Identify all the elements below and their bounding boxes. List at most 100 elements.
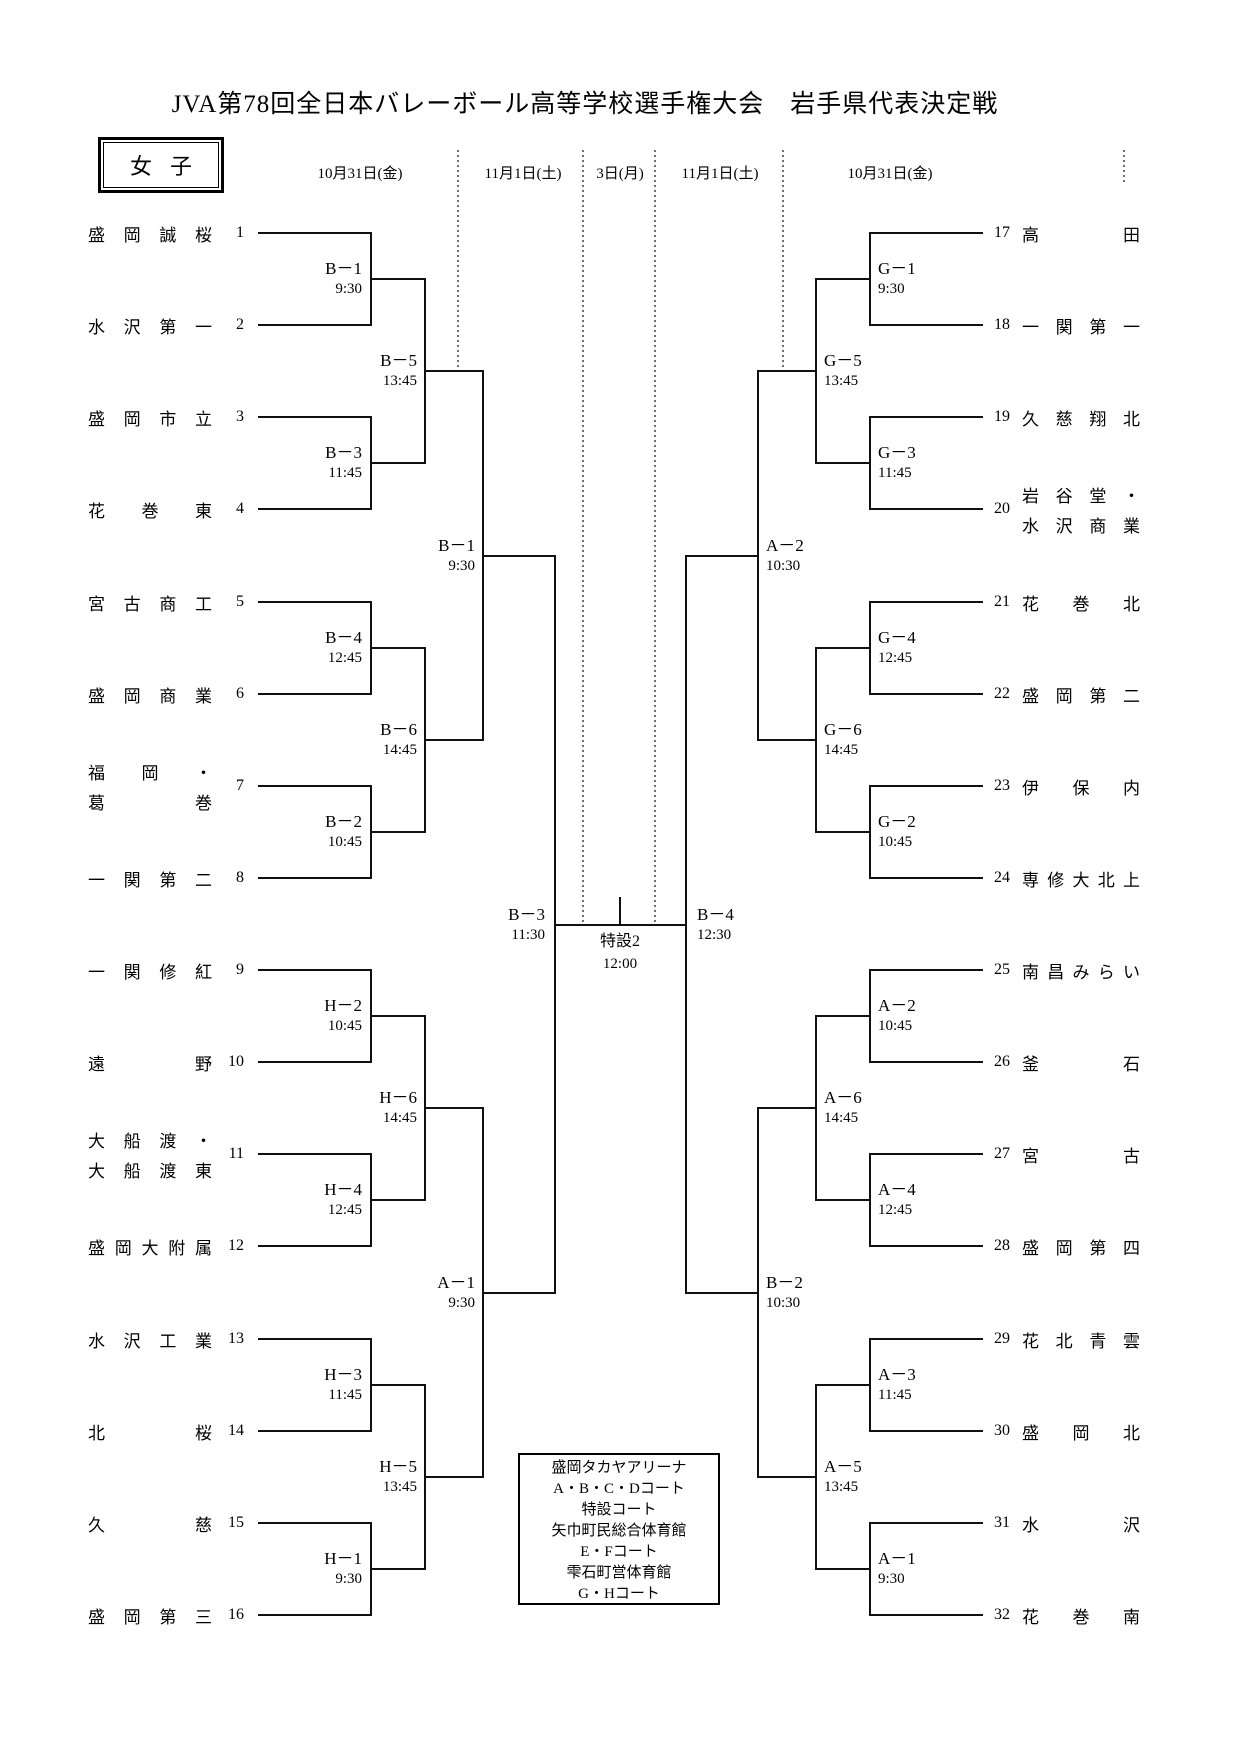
match-time: 12:45 — [878, 650, 913, 666]
team-name: 盛岡第四 — [1022, 1238, 1140, 1258]
match-code: G－3 — [878, 443, 916, 462]
team-name: 遠野 — [88, 1054, 212, 1074]
match-label: B－1 9:30 — [365, 535, 475, 577]
match-time: 13:45 — [382, 1479, 417, 1495]
match-time: 13:45 — [824, 1479, 859, 1495]
date-column-4: 11月1日(土) — [681, 166, 759, 182]
team-name: 盛岡商業 — [88, 686, 212, 706]
team-name: 花巻南 — [1022, 1607, 1140, 1627]
match-code: H－3 — [324, 1365, 362, 1384]
team-name: 釜石 — [1022, 1054, 1140, 1074]
team-name: 水沢工業 — [88, 1331, 212, 1351]
team-seed: 9 — [236, 961, 244, 978]
match-label: A－1 9:30 — [878, 1548, 988, 1590]
date-column-1: 10月31日(金) — [317, 166, 403, 182]
match-time: 9:30 — [448, 1295, 475, 1311]
match-code: A－1 — [878, 1549, 916, 1568]
match-code: A－2 — [766, 536, 804, 555]
team-seed: 1 — [236, 224, 244, 241]
match-code: A－6 — [824, 1088, 862, 1107]
match-code: H－5 — [379, 1457, 417, 1476]
team-seed: 10 — [228, 1053, 244, 1070]
match-time: 12:45 — [327, 650, 362, 666]
team-name: 花巻東 — [88, 501, 212, 521]
match-label: B－2 10:45 — [252, 811, 362, 853]
match-code: B－5 — [380, 351, 417, 370]
venue-line: 特設コート — [581, 1502, 657, 1518]
match-label: A－2 10:30 — [766, 535, 876, 577]
match-label: B－3 11:30 — [435, 904, 545, 946]
team-seed: 23 — [994, 777, 1010, 794]
team-seed: 29 — [994, 1330, 1010, 1347]
venue-box: 盛岡タカヤアリーナ A・B・C・Dコート 特設コート 矢巾町民総合体育館 E・F… — [518, 1453, 720, 1605]
match-code: B－2 — [325, 812, 362, 831]
team-name: 岩谷堂・水沢商業 — [1022, 486, 1140, 536]
match-label: A－4 12:45 — [878, 1179, 988, 1221]
venue-line: 雫石町営体育館 — [566, 1565, 672, 1581]
match-code: B－2 — [766, 1273, 803, 1292]
match-code: A－4 — [878, 1180, 916, 1199]
match-time: 11:45 — [328, 465, 362, 481]
match-code: B－1 — [438, 536, 475, 555]
match-code: G－5 — [824, 351, 862, 370]
match-label: G－2 10:45 — [878, 811, 988, 853]
match-time: 14:45 — [382, 1110, 417, 1126]
team-name: 花巻北 — [1022, 594, 1140, 614]
category-label: 女子 — [129, 154, 210, 179]
match-label: H－3 11:45 — [252, 1364, 362, 1406]
match-code: H－6 — [379, 1088, 417, 1107]
team-seed: 28 — [994, 1237, 1010, 1254]
team-name: 水沢第一 — [88, 317, 212, 337]
venue-line: E・Fコート — [580, 1544, 658, 1560]
match-time: 14:45 — [824, 1110, 859, 1126]
team-seed: 19 — [994, 408, 1010, 425]
team-name: 一関第二 — [88, 870, 212, 890]
team-seed: 24 — [994, 869, 1010, 886]
team-name: 一関第一 — [1022, 317, 1140, 337]
match-label: G－1 9:30 — [878, 258, 988, 300]
team-name: 宮古 — [1022, 1146, 1140, 1166]
match-time: 10:45 — [878, 1018, 913, 1034]
match-label: H－1 9:30 — [252, 1548, 362, 1590]
match-code: B－3 — [325, 443, 362, 462]
match-label: A－6 14:45 — [824, 1087, 934, 1129]
final-time: 12:00 — [602, 956, 638, 972]
team-seed: 13 — [228, 1330, 244, 1347]
team-seed: 26 — [994, 1053, 1010, 1070]
match-code: A－5 — [824, 1457, 862, 1476]
team-name: 宮古商工 — [88, 594, 212, 614]
match-label: B－6 14:45 — [307, 719, 417, 761]
team-name: 水沢 — [1022, 1515, 1140, 1535]
venue-line: G・Hコート — [578, 1586, 660, 1602]
match-time: 9:30 — [448, 558, 475, 574]
match-label: B－4 12:30 — [697, 904, 807, 946]
match-code: B－1 — [325, 259, 362, 278]
date-column-5: 10月31日(金) — [847, 166, 933, 182]
match-time: 14:45 — [382, 742, 417, 758]
team-seed: 4 — [236, 500, 244, 517]
match-code: A－3 — [878, 1365, 916, 1384]
team-name: 盛岡誠桜 — [88, 225, 212, 245]
venue-line: 盛岡タカヤアリーナ — [551, 1460, 687, 1476]
match-time: 9:30 — [335, 1571, 362, 1587]
match-time: 9:30 — [335, 281, 362, 297]
match-label: H－6 14:45 — [307, 1087, 417, 1129]
team-seed: 12 — [228, 1237, 244, 1254]
team-name: 伊保内 — [1022, 778, 1140, 798]
match-time: 10:45 — [878, 834, 913, 850]
team-name: 盛岡北 — [1022, 1423, 1140, 1443]
match-time: 12:30 — [697, 927, 732, 943]
team-name: 専修大北上 — [1022, 870, 1140, 890]
match-code: A－1 — [437, 1273, 475, 1292]
match-code: H－1 — [324, 1549, 362, 1568]
match-label: B－4 12:45 — [252, 627, 362, 669]
team-name: 一関修紅 — [88, 962, 212, 982]
team-name: 久慈 — [88, 1515, 212, 1535]
match-label: H－5 13:45 — [307, 1456, 417, 1498]
match-label: A－1 9:30 — [365, 1272, 475, 1314]
page-title: JVA第78回全日本バレーボール高等学校選手権大会 岩手県代表決定戦 — [171, 91, 999, 118]
match-label: G－6 14:45 — [824, 719, 934, 761]
team-seed: 15 — [228, 1514, 244, 1531]
team-seed: 2 — [236, 316, 244, 333]
team-seed: 5 — [236, 593, 244, 610]
